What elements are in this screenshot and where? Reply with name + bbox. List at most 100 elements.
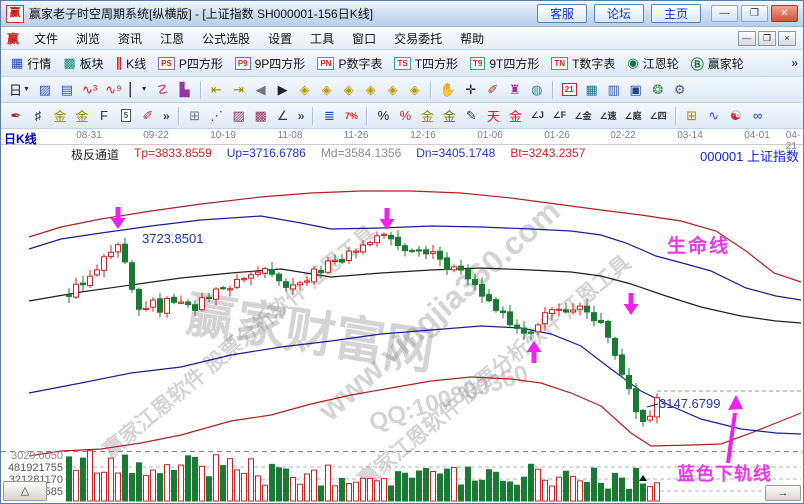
scroll-right-button[interactable]: → [765, 485, 801, 501]
toolbar-9p-square-button[interactable]: P9 9P四方形 [229, 55, 311, 72]
level-list-button[interactable]: ≣ [319, 106, 339, 126]
grid-yellow-button[interactable]: ⊞ [682, 106, 702, 126]
infinity-button[interactable]: ∞ [748, 106, 768, 126]
toolbar-overflow-icon[interactable]: » [791, 56, 798, 70]
fan-box-dark-button[interactable]: ▩ [251, 106, 271, 126]
restore-button[interactable]: ❐ [741, 5, 768, 22]
red-pen-button[interactable]: ✒ [6, 106, 26, 126]
toolbar-gann-wheel-button[interactable]: ◉ 江恩轮 [621, 55, 684, 72]
f-angle-button[interactable]: ∠F [549, 106, 569, 126]
gold2-angle-button[interactable]: ∠金 [571, 106, 594, 126]
menu-item-8[interactable]: 交易委托 [394, 31, 443, 46]
yinyang-button[interactable]: ☯ [726, 106, 746, 126]
diamond-left-button[interactable]: ◈ [295, 80, 315, 100]
gold-angle-button[interactable]: 金 [505, 106, 525, 126]
indicator-value-up: Up=3716.6786 [226, 146, 306, 160]
support-button[interactable]: 客服 [537, 4, 587, 23]
first-page-button[interactable]: ⇤ [207, 80, 227, 100]
expand-pane-button[interactable]: △ [3, 481, 47, 501]
mdi-minimize-button[interactable]: — [738, 30, 756, 46]
color-bars-button[interactable]: ▙ [175, 80, 195, 100]
toolbar-kline-button[interactable]: ∥ K线 [110, 55, 153, 72]
gold-levels-button[interactable]: 金 [439, 106, 459, 126]
k9-wave-button[interactable]: ∿⁹ [102, 80, 124, 100]
four-angle-button[interactable]: ∠四 [647, 106, 670, 126]
toolbar-winner-wheel-button[interactable]: Ⓑ 赢家轮 [685, 54, 750, 73]
k9-wave-icon: ∿⁹ [105, 81, 122, 97]
quote-list-button[interactable]: ▤ [57, 80, 77, 100]
diamond-vshrink-button[interactable]: ◈ [405, 80, 425, 100]
calculator-button[interactable]: ▦ [582, 80, 602, 100]
home-button[interactable]: 主页 [651, 4, 701, 23]
mdi-close-button[interactable]: × [778, 30, 796, 46]
gold-circle-button[interactable]: 金 [50, 106, 70, 126]
grid-comb-button[interactable]: ♯ [28, 106, 48, 126]
percent-lines-button[interactable]: % [395, 106, 415, 126]
spiral5-button[interactable]: 5 [116, 106, 136, 126]
diamond-vexpand-button[interactable]: ◈ [383, 80, 403, 100]
prev-page-button[interactable]: ◀ [251, 80, 271, 100]
crosshair-tool-button[interactable]: ✛ [461, 80, 481, 100]
toolbar-9t-square-button[interactable]: T9 9T四方形 [464, 55, 545, 72]
toolbar-t-table-button[interactable]: TN T数字表 [545, 55, 621, 72]
pen-levels-button[interactable]: ✎ [461, 106, 481, 126]
fan-small-button[interactable]: ∠ [273, 106, 293, 126]
maze-button[interactable]: ◍ [527, 80, 547, 100]
toolbar-main: ▦ 行情 ▩ 板块 ∥ K线 PS P四方形 P9 9P四方形 PN P数字表 TS T四方形 T9 9T四方… [1, 50, 803, 77]
menu-item-0[interactable]: 文件 [34, 31, 59, 46]
gold-ratio-button[interactable]: 金 [417, 106, 437, 126]
diamond-right-button[interactable]: ◈ [317, 80, 337, 100]
diamond-hshrink-button[interactable]: ◈ [361, 80, 381, 100]
brush-ruler-button[interactable]: ✐ [138, 106, 158, 126]
toolbar-quotes-button[interactable]: ▦ 行情 [5, 55, 57, 72]
menu-item-6[interactable]: 工具 [310, 31, 335, 46]
menu-item-2[interactable]: 资讯 [118, 31, 143, 46]
close-button[interactable]: ✕ [771, 5, 798, 22]
box-tool-button[interactable]: ⊞ [185, 106, 205, 126]
chart-canvas[interactable] [1, 129, 803, 503]
court-angle-button[interactable]: ∠庭 [622, 106, 645, 126]
candle-style-button[interactable]: 日 ▼ [6, 80, 33, 100]
menu-item-5[interactable]: 设置 [268, 31, 293, 46]
toolbar-p-square-button[interactable]: PS P四方形 [152, 55, 229, 72]
toolbar-t-square-button[interactable]: TS T四方形 [388, 55, 464, 72]
notes-button[interactable]: ▥ [604, 80, 624, 100]
toolbar-overflow-icon[interactable]: » [297, 108, 305, 123]
zigzag-box-button[interactable]: ☡ [153, 80, 173, 100]
chart-window-button[interactable]: ▨ [35, 80, 55, 100]
toolbar-p-table-button[interactable]: PN P数字表 [311, 55, 388, 72]
fan-box-button[interactable]: ▨ [229, 106, 249, 126]
toolbar-sectors-button[interactable]: ▩ 板块 [57, 55, 109, 72]
gann-tool-button[interactable]: ♜ [505, 80, 525, 100]
palette-button[interactable]: ❂ [648, 80, 668, 100]
forum-button[interactable]: 论坛 [594, 4, 644, 23]
menu-item-4[interactable]: 公式选股 [202, 31, 251, 46]
indicator-value-md: Md=3584.1356 [320, 146, 402, 160]
menu-item-1[interactable]: 浏览 [76, 31, 101, 46]
f-line-button[interactable]: F [94, 106, 114, 126]
toolbar-overflow-icon[interactable]: » [163, 108, 170, 123]
menu-item-9[interactable]: 帮助 [460, 31, 485, 46]
save-button[interactable]: ▣ [626, 80, 646, 100]
fan-lines-button[interactable]: ⋰ [207, 106, 227, 126]
trend-zigzag-button[interactable]: ∿ [704, 106, 724, 126]
next-page-button[interactable]: ▶ [273, 80, 293, 100]
menu-item-3[interactable]: 江恩 [160, 31, 185, 46]
percent-button[interactable]: % [373, 106, 393, 126]
speed-angle-button[interactable]: ∠速 [596, 106, 619, 126]
j-angle-button[interactable]: ∠J [527, 106, 547, 126]
gold-line-button[interactable]: 金 [72, 106, 92, 126]
sky-angle-button[interactable]: 天 [483, 106, 503, 126]
angle-pin-button[interactable]: ✐ [483, 80, 503, 100]
percent7-button[interactable]: 7% [341, 106, 361, 126]
k3-wave-button[interactable]: ∿³ [79, 80, 100, 100]
hand-tool-button[interactable]: ✋ [437, 80, 459, 100]
menu-item-7[interactable]: 窗口 [352, 31, 377, 46]
mdi-restore-button[interactable]: ❐ [758, 30, 776, 46]
thin-candle-button[interactable]: ▏ ▼ [127, 80, 151, 100]
last-page-button[interactable]: ⇥ [229, 80, 249, 100]
export-button[interactable]: ⚙ [670, 80, 690, 100]
minimize-button[interactable]: — [711, 5, 738, 22]
diamond-hexpand-button[interactable]: ◈ [339, 80, 359, 100]
calendar-button[interactable]: 21 [559, 80, 580, 100]
